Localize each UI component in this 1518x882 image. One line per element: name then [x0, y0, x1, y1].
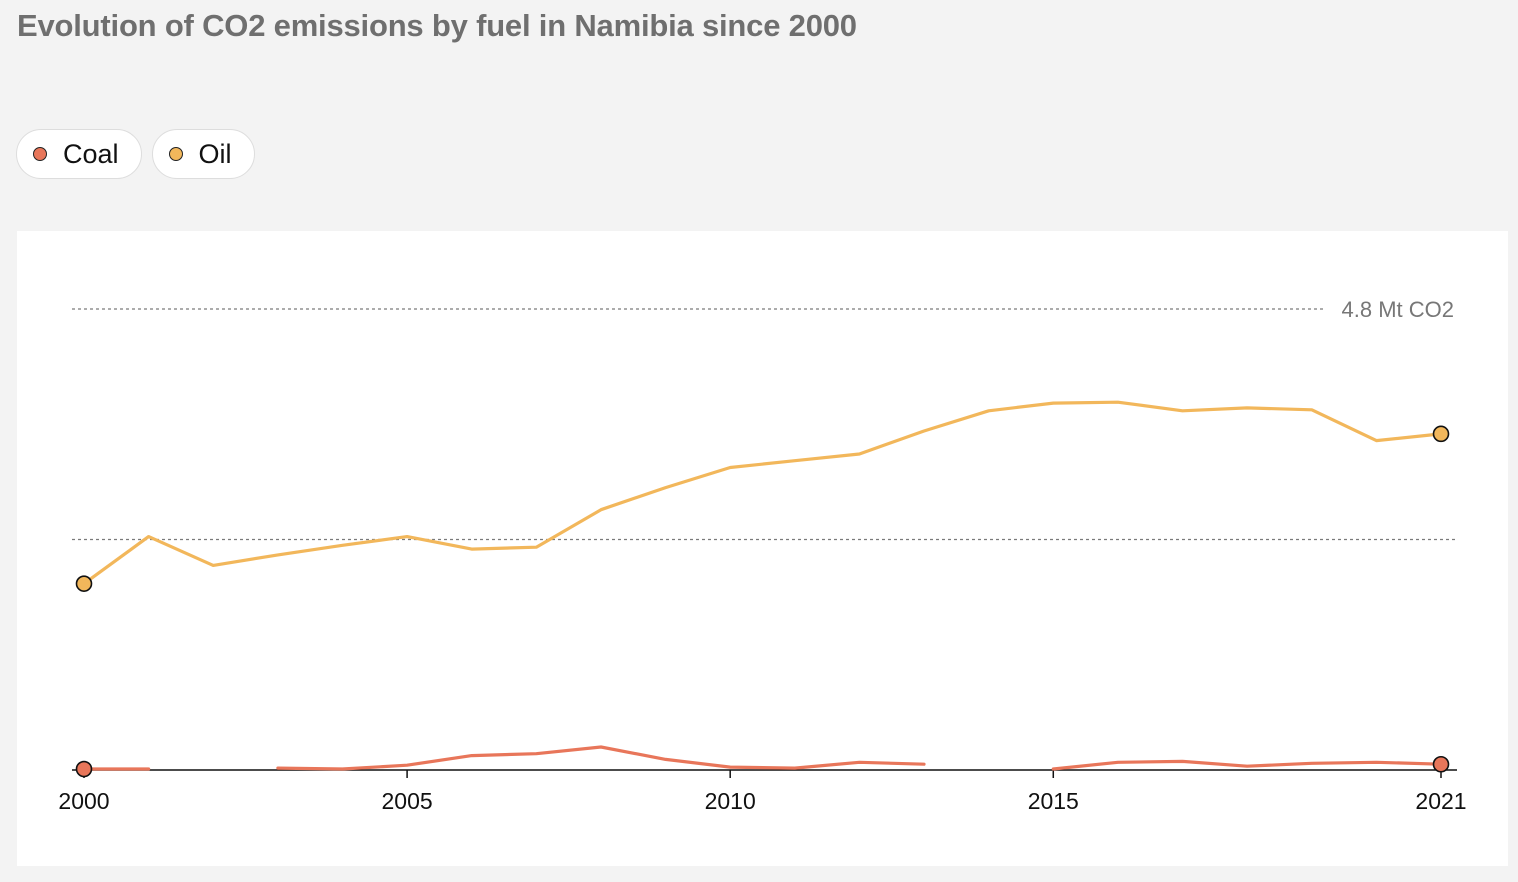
legend-dot-oil [168, 147, 183, 161]
point-coal-2000 [75, 760, 93, 778]
x-tick-label-2015: 2015 [1028, 788, 1079, 814]
series-line-coal-1 [276, 745, 926, 771]
series-line-coal-2 [1051, 759, 1443, 771]
x-tick-label-2000: 2000 [58, 788, 109, 814]
legend-dot-coal [33, 147, 47, 161]
legend-label-oil: Oil [198, 138, 232, 169]
legend-item-oil[interactable]: Oil [151, 129, 255, 179]
x-tick-label-2005: 2005 [382, 788, 433, 814]
point-oil-2021 [1432, 425, 1450, 443]
point-coal-2021 [1432, 755, 1450, 773]
chart-panel: 4.8 Mt CO2 2000 2005 2010 2015 2021 [17, 231, 1508, 866]
x-tick-label-2010: 2010 [705, 788, 756, 814]
chart-title: Evolution of CO2 emissions by fuel in Na… [17, 8, 857, 43]
line-chart: 4.8 Mt CO2 2000 2005 2010 2015 2021 [58, 297, 1466, 814]
legend-label-coal: Coal [63, 138, 119, 169]
point-oil-2000 [75, 575, 93, 592]
series-line-oil [82, 400, 1443, 586]
x-tick-label-2021: 2021 [1415, 788, 1466, 814]
gridline-label-1: 4.8 Mt CO2 [1342, 297, 1454, 322]
legend-item-coal[interactable]: Coal [16, 129, 142, 179]
legend: Coal Oil [16, 129, 255, 179]
